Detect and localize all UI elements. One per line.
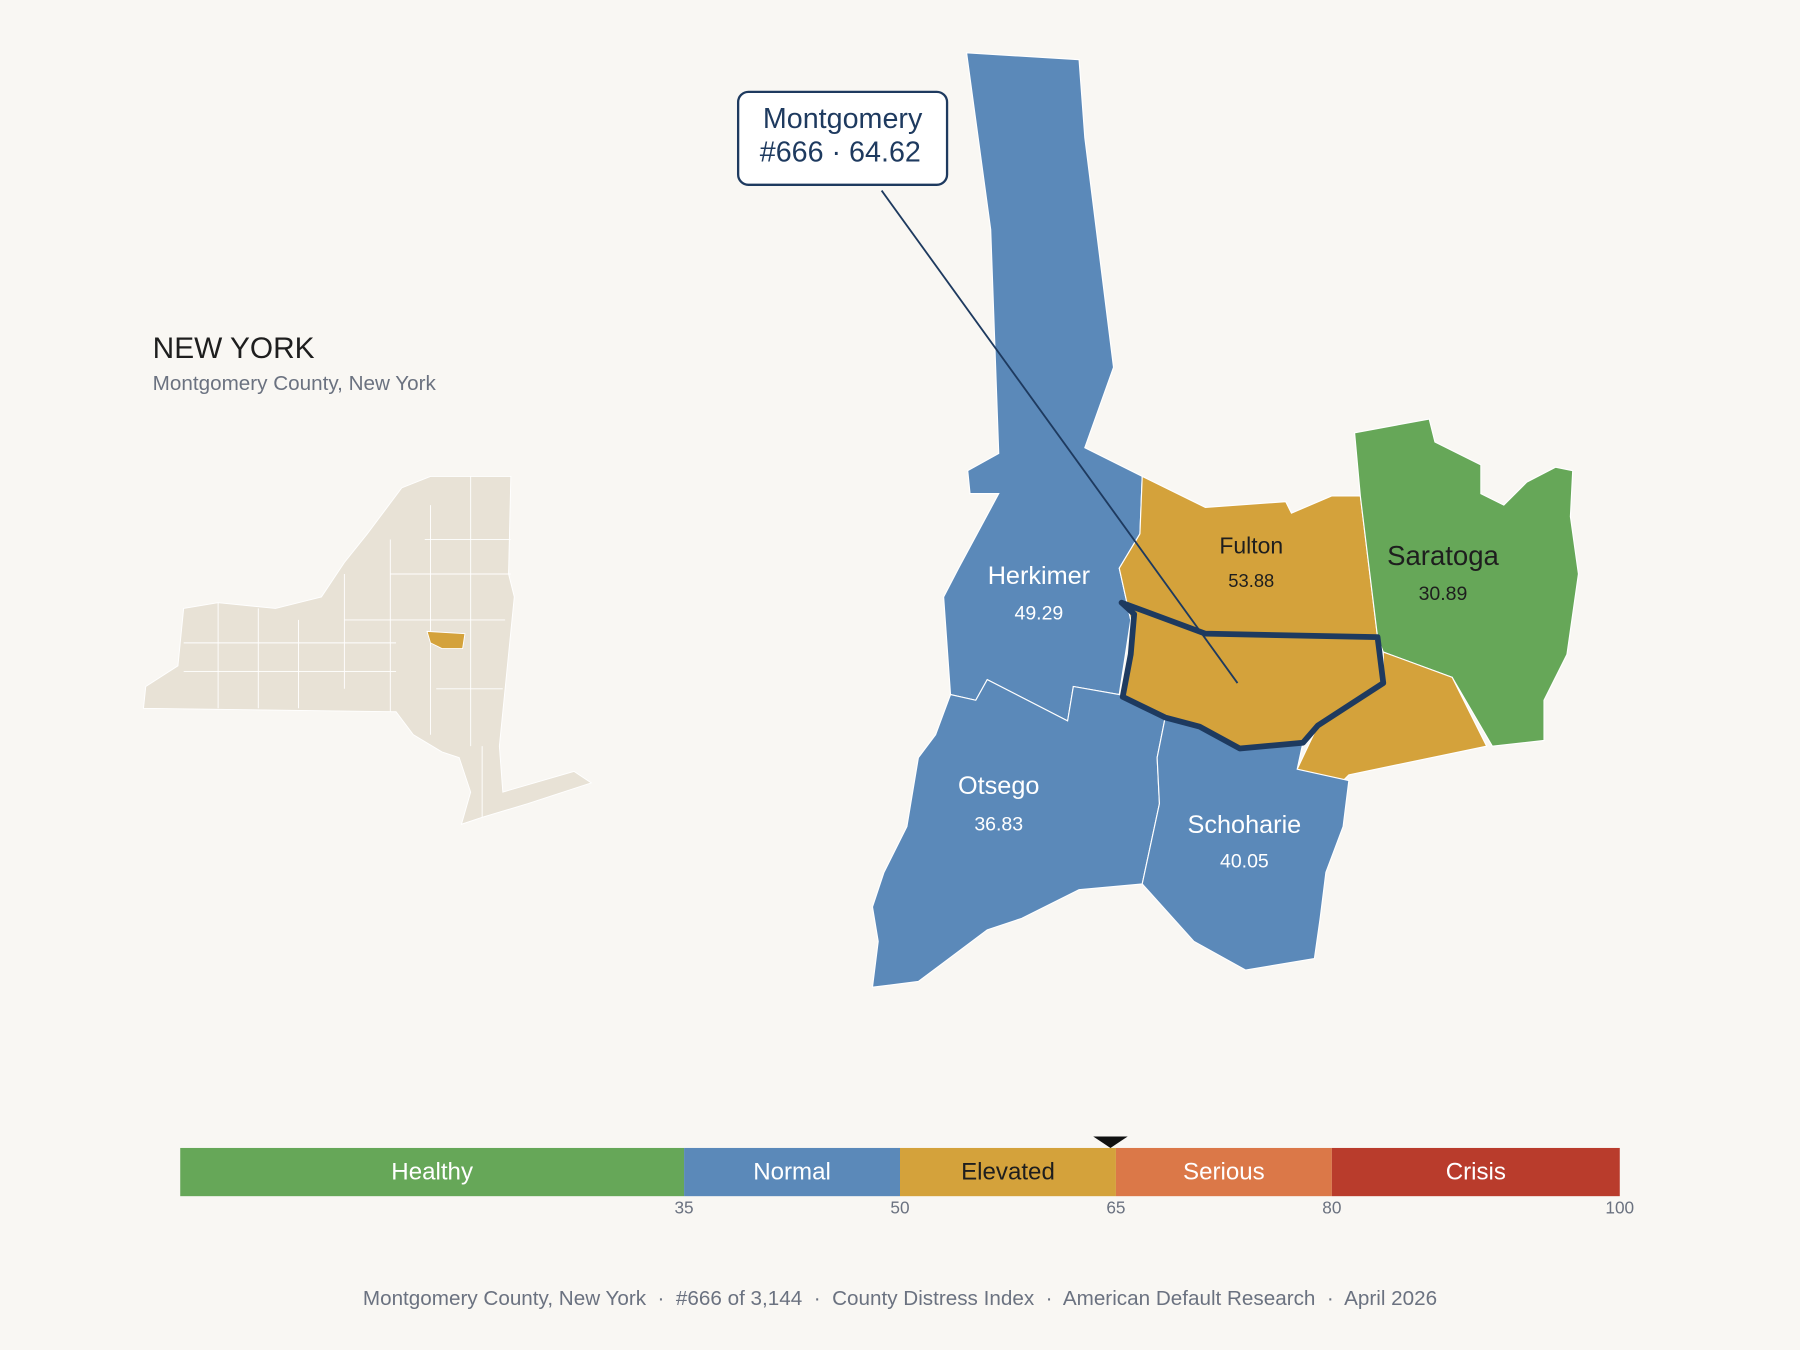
county-name: Schoharie xyxy=(1188,811,1302,839)
county-name: Fulton xyxy=(1219,533,1283,559)
county-name: Otsego xyxy=(958,772,1039,800)
legend-marker xyxy=(1093,1136,1128,1148)
county-montgomery[interactable] xyxy=(1118,599,1387,752)
county-score: 53.88 xyxy=(1228,570,1274,591)
county-score: 40.05 xyxy=(1220,850,1269,872)
callout-box xyxy=(736,90,949,186)
county-otsego xyxy=(871,678,1166,988)
callout-leader xyxy=(880,190,1239,684)
legend-tick-label: 35 xyxy=(674,1197,693,1217)
subtitle: Montgomery County, New York xyxy=(153,372,437,395)
legend-tick-label: 80 xyxy=(1322,1197,1341,1217)
legend-band xyxy=(1331,1147,1620,1197)
legend-band-label: Crisis xyxy=(1446,1159,1506,1186)
county-score: 49.29 xyxy=(1014,602,1063,624)
legend-band xyxy=(900,1147,1116,1197)
legend-band-label: Healthy xyxy=(391,1159,473,1186)
legend-tick-label: 100 xyxy=(1605,1197,1634,1217)
county-shapes xyxy=(871,52,1580,988)
inset-state xyxy=(142,475,593,825)
county-name: Herkimer xyxy=(988,562,1090,590)
county-score: 36.83 xyxy=(974,814,1023,836)
legend: Healthy Normal Elevated Serious Crisis 35 50 65… xyxy=(180,1136,1634,1217)
inset-map xyxy=(142,475,593,825)
legend-tick-label: 65 xyxy=(1106,1197,1125,1217)
callout-name: Montgomery xyxy=(763,103,923,135)
county-score: 30.89 xyxy=(1419,583,1468,605)
legend-band-label: Elevated xyxy=(961,1159,1055,1186)
legend-band xyxy=(1115,1147,1332,1197)
callout-detail: #666 · 64.62 xyxy=(760,136,921,168)
state-title: NEW YORK xyxy=(153,332,315,365)
legend-band-label: Normal xyxy=(753,1159,831,1186)
inset-county-lines xyxy=(183,476,511,818)
legend-band xyxy=(684,1147,900,1197)
legend-band-label: Serious xyxy=(1183,1159,1265,1186)
footer: Montgomery County, New York · #666 of 3,… xyxy=(363,1287,1437,1310)
legend-tick-label: 50 xyxy=(890,1197,909,1217)
legend-band xyxy=(180,1147,685,1197)
inset-highlight xyxy=(426,630,466,650)
county-name: Saratoga xyxy=(1387,540,1499,571)
